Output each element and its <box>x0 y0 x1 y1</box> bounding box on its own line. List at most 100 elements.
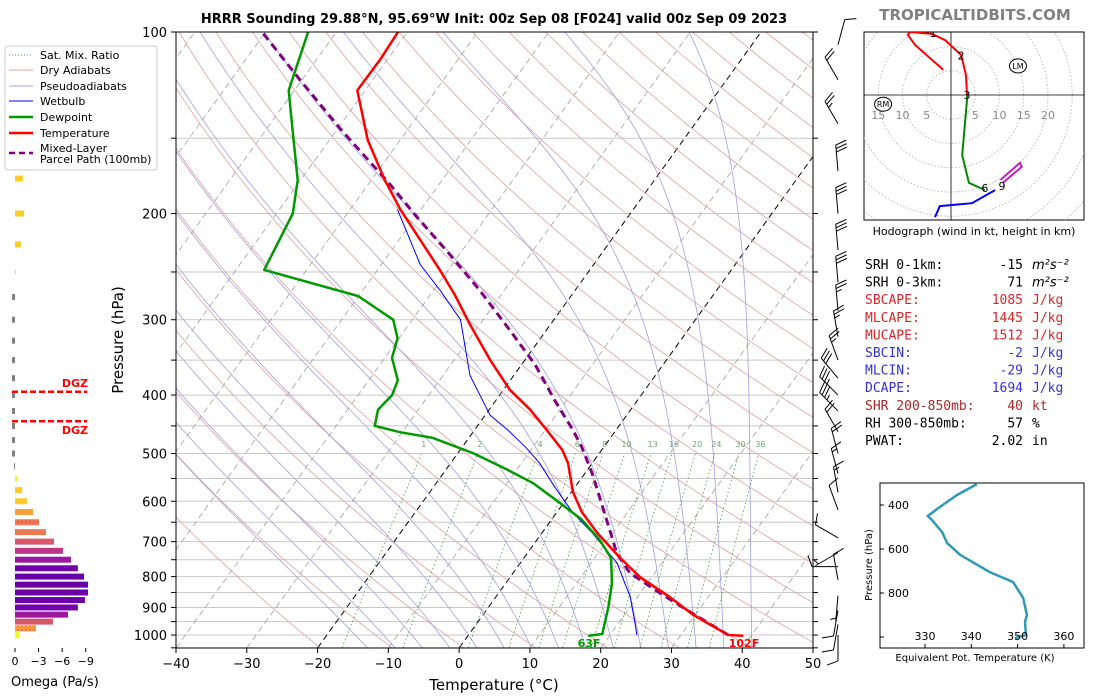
skewt-profiles <box>260 32 744 638</box>
isotherm <box>176 32 550 551</box>
parameter-row: MUCAPE: 1512 J/kg <box>865 328 1063 343</box>
isotherm <box>388 57 813 648</box>
wind-barb <box>819 365 839 396</box>
parameter-value: 57 <box>1007 416 1023 431</box>
pseudoadiabat <box>176 453 368 648</box>
dry-adiabat <box>176 453 393 648</box>
legend-item: Dewpoint <box>9 111 93 124</box>
storm-motion-label: RM <box>877 100 890 109</box>
omega-tick-label: 0 <box>12 655 19 668</box>
parameter-row: RH 300-850mb: 57% <box>865 416 1040 431</box>
omega-bar <box>15 508 33 515</box>
skewt-background-lines: 1 2 4 6 8 10 13 16 20 24 30 36 <box>176 32 813 648</box>
omega-bar <box>12 316 15 323</box>
dry-adiabat <box>252 32 813 527</box>
parameter-value: 2.02 <box>992 434 1023 449</box>
omega-bar <box>12 392 15 399</box>
legend-label: Dry Adiabats <box>40 64 111 77</box>
wetbulb-line <box>397 209 638 636</box>
parameter-value: 1085 <box>992 293 1023 308</box>
x-tick-label: 50 <box>805 657 822 672</box>
pseudoadiabat <box>176 150 559 648</box>
dry-adiabat <box>325 32 813 454</box>
x-tick-label: −20 <box>304 657 331 672</box>
omega-bar <box>15 611 68 618</box>
x-tick-label: 20 <box>592 657 609 672</box>
pseudoadiabat <box>342 32 669 648</box>
y-tick-label: 1000 <box>134 629 167 644</box>
theta-e-x-label: Equivalent Pot. Temperature (K) <box>895 653 1054 664</box>
omega-bar <box>15 565 78 572</box>
omega-bar <box>15 210 25 217</box>
hodograph-height-label: 3 <box>964 89 971 102</box>
parameter-label: MUCAPE: <box>865 328 920 343</box>
mixing-ratio-line <box>508 453 576 648</box>
wind-barb <box>826 635 839 666</box>
parameter-label: SRH 0-1km: <box>865 258 943 273</box>
x-tick-label: −40 <box>162 657 189 672</box>
wind-barb <box>830 441 842 474</box>
theta-e-y-tick-label: 600 <box>888 543 909 556</box>
omega-bar <box>15 487 23 494</box>
omega-bar <box>15 581 89 588</box>
parameter-unit: in <box>1032 434 1048 449</box>
parameter-row: SBCAPE: 1085 J/kg <box>865 293 1063 308</box>
pseudoadiabat <box>176 263 505 648</box>
parameter-row: DCAPE: 1694 J/kg <box>865 381 1063 396</box>
omega-bar <box>12 422 15 429</box>
hodograph-segment-3-6km <box>961 95 986 192</box>
mixing-ratio-line <box>660 453 716 648</box>
omega-bar <box>15 573 85 580</box>
omega-tick-label: −6 <box>54 655 70 668</box>
parameter-row: SRH 0-3km: 71 m²s⁻² <box>865 276 1069 291</box>
legend-label: Wetbulb <box>40 95 85 108</box>
omega-bar <box>12 437 15 444</box>
x-tick-label: −10 <box>375 657 402 672</box>
parameter-unit: m²s⁻² <box>1032 258 1069 273</box>
wind-barb <box>828 327 840 361</box>
pseudoadiabat <box>688 32 753 648</box>
dry-adiabat <box>178 32 813 604</box>
mixed-layer-parcel-path-100mb-line <box>260 32 729 637</box>
mixing-ratio-line <box>562 453 626 648</box>
wind-barb <box>835 279 847 311</box>
omega-bar <box>12 357 15 364</box>
wind-barb <box>807 555 838 568</box>
mixing-ratio-label: 30 <box>735 440 745 449</box>
y-tick-label: 100 <box>142 26 167 41</box>
legend-item: Wetbulb <box>9 95 85 108</box>
wind-barb <box>814 513 839 539</box>
parameter-unit: % <box>1032 416 1040 431</box>
theta-e-frame <box>879 482 1085 649</box>
legend-label: Temperature <box>39 127 110 140</box>
surface-dewpoint-label: 63F <box>578 637 601 650</box>
dry-adiabat <box>176 516 321 648</box>
y-tick-label: 800 <box>142 571 167 586</box>
dewpoint-line <box>262 32 614 638</box>
isotherm <box>246 32 691 648</box>
parameter-value: 1694 <box>992 381 1023 396</box>
omega-bar <box>12 407 15 414</box>
surface-temperature-label: 102F <box>729 637 759 650</box>
wind-barb <box>835 218 848 251</box>
isotherm <box>176 32 266 158</box>
hodograph-ring-label: 5 <box>972 109 979 122</box>
parameter-unit: J/kg <box>1032 311 1063 326</box>
skewt-plot: 1 2 4 6 8 10 13 16 20 24 30 36 −40 −30 −20 −10 0 10 20 30 4… <box>109 26 822 694</box>
wind-barb <box>821 610 839 639</box>
hodograph-height-label: 6 <box>981 182 988 195</box>
parameter-unit: J/kg <box>1032 346 1063 361</box>
parameter-value: 40 <box>1007 399 1023 414</box>
parameter-unit: J/kg <box>1032 293 1063 308</box>
theta-e-plot: 330 340 350 360 400 600 800 Equivalent Pot. Tem… <box>864 482 1085 664</box>
omega-bar <box>15 268 16 275</box>
hodograph-ring-label: 10 <box>993 109 1007 122</box>
wind-barb <box>824 47 839 81</box>
y-tick-label: 700 <box>142 536 167 551</box>
hodograph-ring-label: 15 <box>1017 109 1031 122</box>
hodograph-segment-6-9km <box>934 189 996 218</box>
wind-barb <box>821 624 839 653</box>
x-tick-label: 10 <box>522 657 539 672</box>
omega-bar <box>15 538 54 545</box>
